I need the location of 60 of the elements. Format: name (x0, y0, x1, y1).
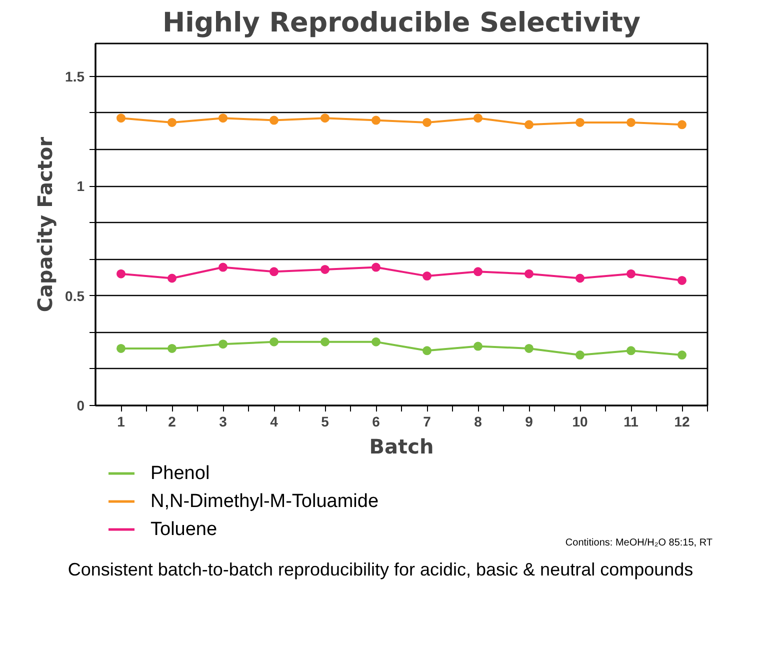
point (474, 267, 482, 276)
y-axis-title: Capacity Factor (33, 136, 58, 312)
point (524, 344, 534, 353)
x-tick-label: 11 (624, 414, 639, 430)
x-tick-label: 1 (117, 414, 126, 430)
point (218, 262, 228, 272)
x-tick-label: 9 (525, 414, 534, 430)
point (320, 264, 330, 274)
point (626, 118, 636, 127)
point (116, 344, 126, 353)
x-tick-label: 10 (572, 414, 588, 430)
y-tick-label: 0 (76, 398, 85, 414)
point (218, 340, 228, 349)
point (626, 346, 636, 356)
point (576, 350, 584, 360)
point (474, 342, 482, 351)
point (422, 346, 432, 356)
point (270, 337, 278, 346)
point (270, 267, 278, 276)
x-tick-label: 8 (474, 414, 482, 430)
x-tick-label: 5 (321, 414, 330, 430)
x-axis-title: Batch (369, 434, 434, 458)
text: Consistent batch-to-batch reproducibility for acidic, basic & neutral compounds (68, 560, 694, 580)
x-tick-label: 3 (219, 414, 228, 430)
point (626, 269, 636, 278)
point (116, 269, 126, 278)
point (372, 337, 380, 346)
point (576, 118, 584, 127)
point (524, 120, 534, 130)
legend-label: Phenol (150, 463, 210, 484)
x-tick-label: 4 (270, 414, 278, 430)
x-tick-label: 7 (423, 414, 432, 430)
text: Contitions: MeOH/H₂O 85:15, RT (565, 538, 713, 548)
legend-label: Toluene (150, 519, 218, 540)
point (422, 272, 432, 281)
point (270, 116, 278, 125)
point (678, 350, 686, 360)
x-tick-label: 12 (674, 414, 690, 430)
point (320, 114, 330, 123)
x-tick-label: 2 (168, 414, 176, 430)
legend-label: N,N-Dimethyl-M-Toluamide (150, 491, 379, 512)
point (422, 118, 432, 127)
x-tick-label: 6 (372, 414, 380, 430)
point (474, 114, 482, 123)
point (678, 120, 686, 130)
point (576, 274, 584, 283)
point (116, 114, 126, 123)
chart-title: Highly Reproducible Selectivity (162, 8, 641, 38)
point (320, 337, 330, 346)
point (524, 269, 534, 278)
point (678, 276, 686, 285)
y-tick-label: 0.5 (65, 288, 85, 304)
point (168, 274, 176, 283)
y-tick-label: 1 (76, 178, 85, 194)
y-tick-label: 1.5 (65, 68, 85, 84)
point (372, 116, 380, 125)
point (218, 114, 228, 123)
point (372, 262, 380, 272)
point (168, 344, 176, 353)
point (168, 118, 176, 127)
